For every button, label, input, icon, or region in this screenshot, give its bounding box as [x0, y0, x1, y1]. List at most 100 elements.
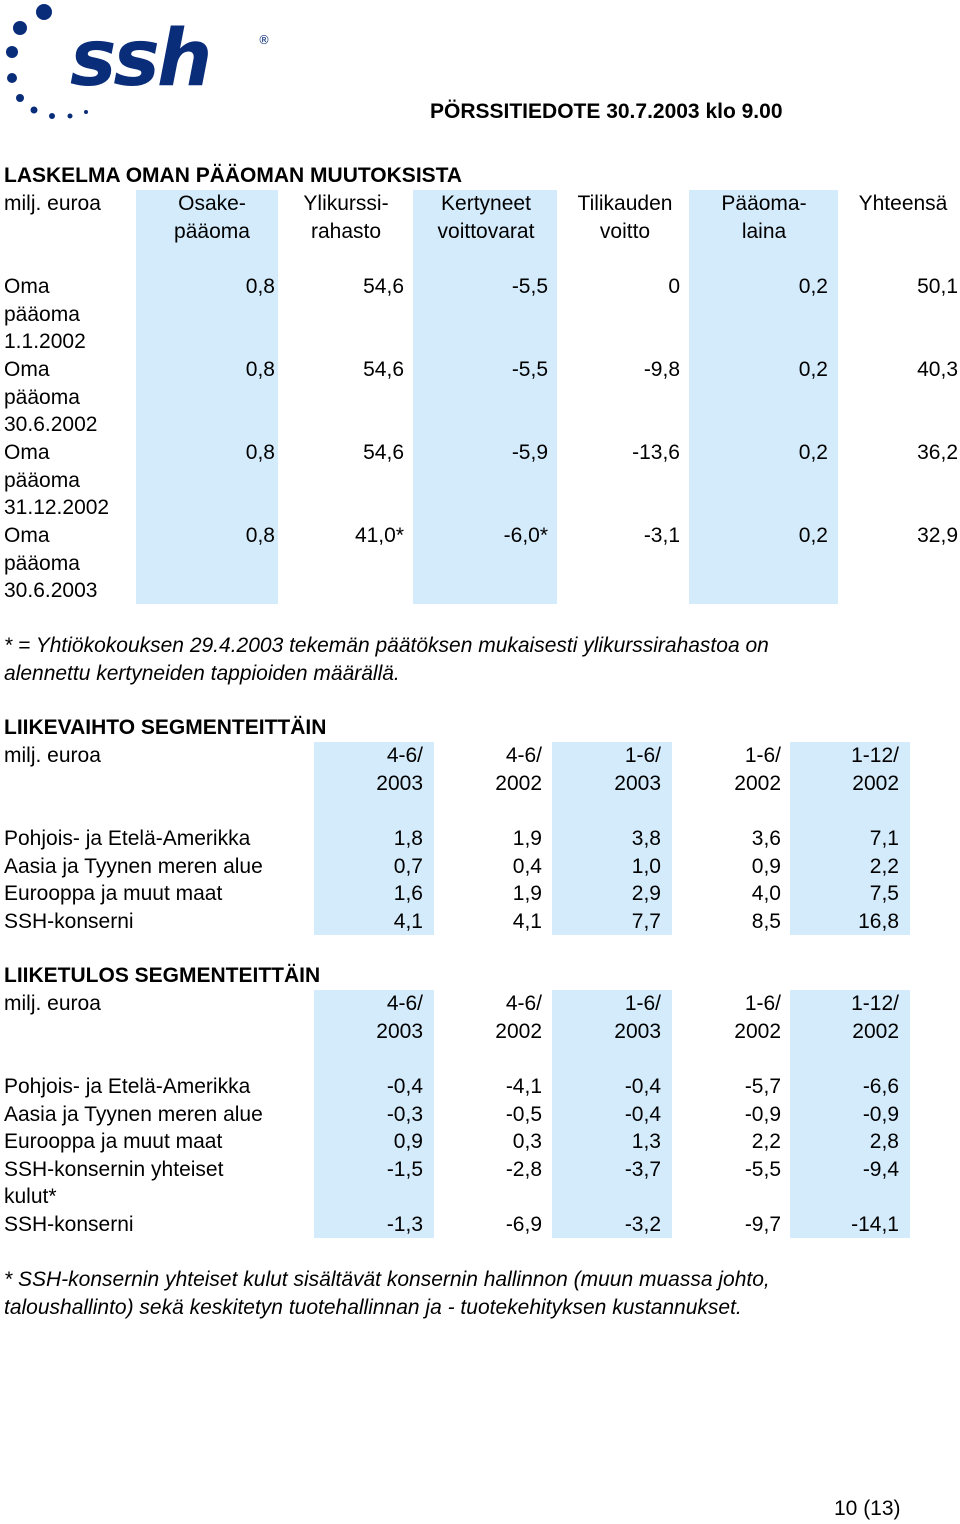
- ebit-cell: -9,7: [744, 1212, 781, 1236]
- revenue-cell: 7,7: [631, 909, 661, 933]
- ebit-cell: -9,4: [862, 1157, 899, 1181]
- revenue-cell: 7,1: [869, 827, 899, 850]
- equity-cell: 0,2: [798, 441, 828, 464]
- revenue-column-header: 2003: [614, 772, 661, 795]
- ebit-cell: -4,1: [505, 1075, 542, 1098]
- equity-cell: 0,8: [245, 275, 275, 298]
- revenue-cell: 1,6: [393, 882, 423, 905]
- equity-cell: -5,5: [511, 275, 548, 298]
- ebit-cell: 0,3: [512, 1130, 542, 1153]
- revenue-column-header: 1-6/: [624, 744, 661, 767]
- ebit-cell: 0,9: [393, 1130, 423, 1153]
- equity-row-label: pääoma: [4, 551, 80, 575]
- equity-col-bg-osakepaaoma: [136, 190, 278, 604]
- ebit-column-header: 2002: [734, 1020, 781, 1043]
- logo-dots: [6, 4, 88, 119]
- ebit-cell: -3,2: [624, 1212, 661, 1236]
- revenue-column-header: 2003: [376, 772, 423, 795]
- revenue-col-bg: [552, 742, 672, 935]
- ebit-col-bg: [314, 990, 434, 1238]
- equity-column-header: Osake-: [178, 192, 246, 215]
- ebit-cell: -0,4: [624, 1075, 661, 1098]
- revenue-cell: 1,9: [512, 882, 542, 905]
- equity-row-label: Oma: [4, 524, 50, 547]
- revenue-cell: 4,0: [751, 882, 781, 905]
- equity-cell: 50,1: [917, 275, 958, 298]
- ebit-row-label: Eurooppa ja muut maat: [4, 1130, 223, 1153]
- equity-footnote: alennettu kertyneiden tappioiden määräll…: [4, 662, 400, 685]
- equity-cell: 0,8: [245, 358, 275, 381]
- revenue-title: LIIKEVAIHTO SEGMENTEITTÄIN: [4, 716, 327, 739]
- revenue-row-label: Aasia ja Tyynen meren alue: [4, 854, 263, 878]
- ebit-cell: -5,7: [744, 1075, 781, 1098]
- revenue-column-header: 2002: [734, 772, 781, 795]
- revenue-column-header: 4-6/: [505, 744, 542, 767]
- page-number: 10 (13): [834, 1497, 901, 1520]
- revenue-column-header: 2002: [495, 772, 542, 795]
- logo-wordmark: ssh: [70, 14, 209, 104]
- equity-cell: -9,8: [643, 358, 680, 381]
- release-title: PÖRSSITIEDOTE 30.7.2003 klo 9.00: [430, 100, 783, 123]
- equity-title: LASKELMA OMAN PÄÄOMAN MUUTOKSISTA: [4, 164, 463, 187]
- ebit-cell: -0,3: [386, 1102, 423, 1126]
- equity-cell: 40,3: [917, 358, 958, 381]
- revenue-cell: 2,9: [631, 882, 661, 905]
- equity-cell: 32,9: [917, 524, 958, 547]
- equity-cell: -5,9: [511, 441, 548, 464]
- equity-column-header: rahasto: [310, 220, 382, 243]
- ebit-col-bg: [790, 990, 910, 1238]
- equity-row-label: 1.1.2002: [4, 330, 86, 353]
- equity-row-label: 30.6.2002: [4, 413, 98, 436]
- ebit-footnote: taloushallinto) sekä keskitetyn tuotehal…: [4, 1296, 742, 1319]
- equity-footnote: * = Yhtiökokouksen 29.4.2003 tekemän pää…: [4, 634, 769, 657]
- equity-column-header: Ylikurssi-: [303, 192, 389, 215]
- ebit-cell: -1,3: [386, 1212, 423, 1236]
- revenue-column-header: 4-6/: [386, 744, 423, 767]
- ssh-logo: ssh ®: [6, 4, 270, 119]
- equity-cell: 41,0*: [354, 524, 404, 547]
- revenue-cell: 4,1: [393, 909, 423, 933]
- equity-column-header: laina: [741, 220, 787, 243]
- equity-column-header: Tilikauden: [577, 192, 673, 215]
- ebit-column-header: 4-6/: [505, 992, 542, 1015]
- equity-cell: -5,5: [511, 358, 548, 381]
- equity-col-bg-paaomalaina: [689, 190, 838, 604]
- revenue-col-bg: [314, 742, 434, 935]
- ebit-col-bg: [552, 990, 672, 1238]
- ebit-column-header: 4-6/: [386, 992, 423, 1015]
- revenue-col-bg: [790, 742, 910, 935]
- equity-column-header: pääoma: [174, 220, 250, 243]
- revenue-cell: 1,0: [631, 854, 661, 878]
- equity-row-label: pääoma: [4, 302, 80, 326]
- revenue-column-header: 1-12/: [851, 744, 899, 767]
- equity-cell: 54,6: [363, 275, 404, 298]
- equity-column-header: voitto: [599, 220, 651, 243]
- equity-cell: 0,8: [245, 441, 275, 464]
- equity-cell: 0,2: [798, 358, 828, 381]
- ebit-row-label: SSH-konserni: [4, 1212, 134, 1236]
- equity-cell: 0,2: [798, 524, 828, 547]
- ebit-cell: -1,5: [386, 1157, 423, 1181]
- ebit-cell: -6,9: [505, 1212, 542, 1236]
- ebit-cell: -6,6: [862, 1075, 899, 1098]
- equity-column-header: voittovarat: [437, 220, 535, 243]
- revenue-column-header: 1-6/: [744, 744, 781, 767]
- ebit-footnote: * SSH-konsernin yhteiset kulut sisältävä…: [4, 1268, 770, 1291]
- revenue-cell: 0,4: [512, 854, 542, 878]
- ebit-cell: -3,7: [624, 1157, 661, 1181]
- equity-col-bg-kertyneet: [413, 190, 557, 604]
- ebit-cell: -2,8: [505, 1157, 542, 1181]
- revenue-cell: 0,7: [393, 854, 423, 878]
- equity-row-label: 31.12.2002: [4, 496, 110, 519]
- equity-cell: -3,1: [643, 524, 680, 547]
- equity-column-header: Kertyneet: [441, 192, 531, 215]
- ebit-column-header: 1-6/: [624, 992, 661, 1015]
- revenue-cell: 0,9: [751, 854, 781, 878]
- ebit-cell: -0,4: [624, 1102, 661, 1126]
- ebit-row-label: Pohjois- ja Etelä-Amerikka: [4, 1075, 251, 1098]
- ebit-cell: 2,2: [751, 1130, 781, 1153]
- revenue-row-label: Pohjois- ja Etelä-Amerikka: [4, 827, 251, 850]
- ebit-column-header: 1-6/: [744, 992, 781, 1015]
- revenue-column-header: 2002: [852, 772, 899, 795]
- ebit-cell: -0,9: [744, 1102, 781, 1126]
